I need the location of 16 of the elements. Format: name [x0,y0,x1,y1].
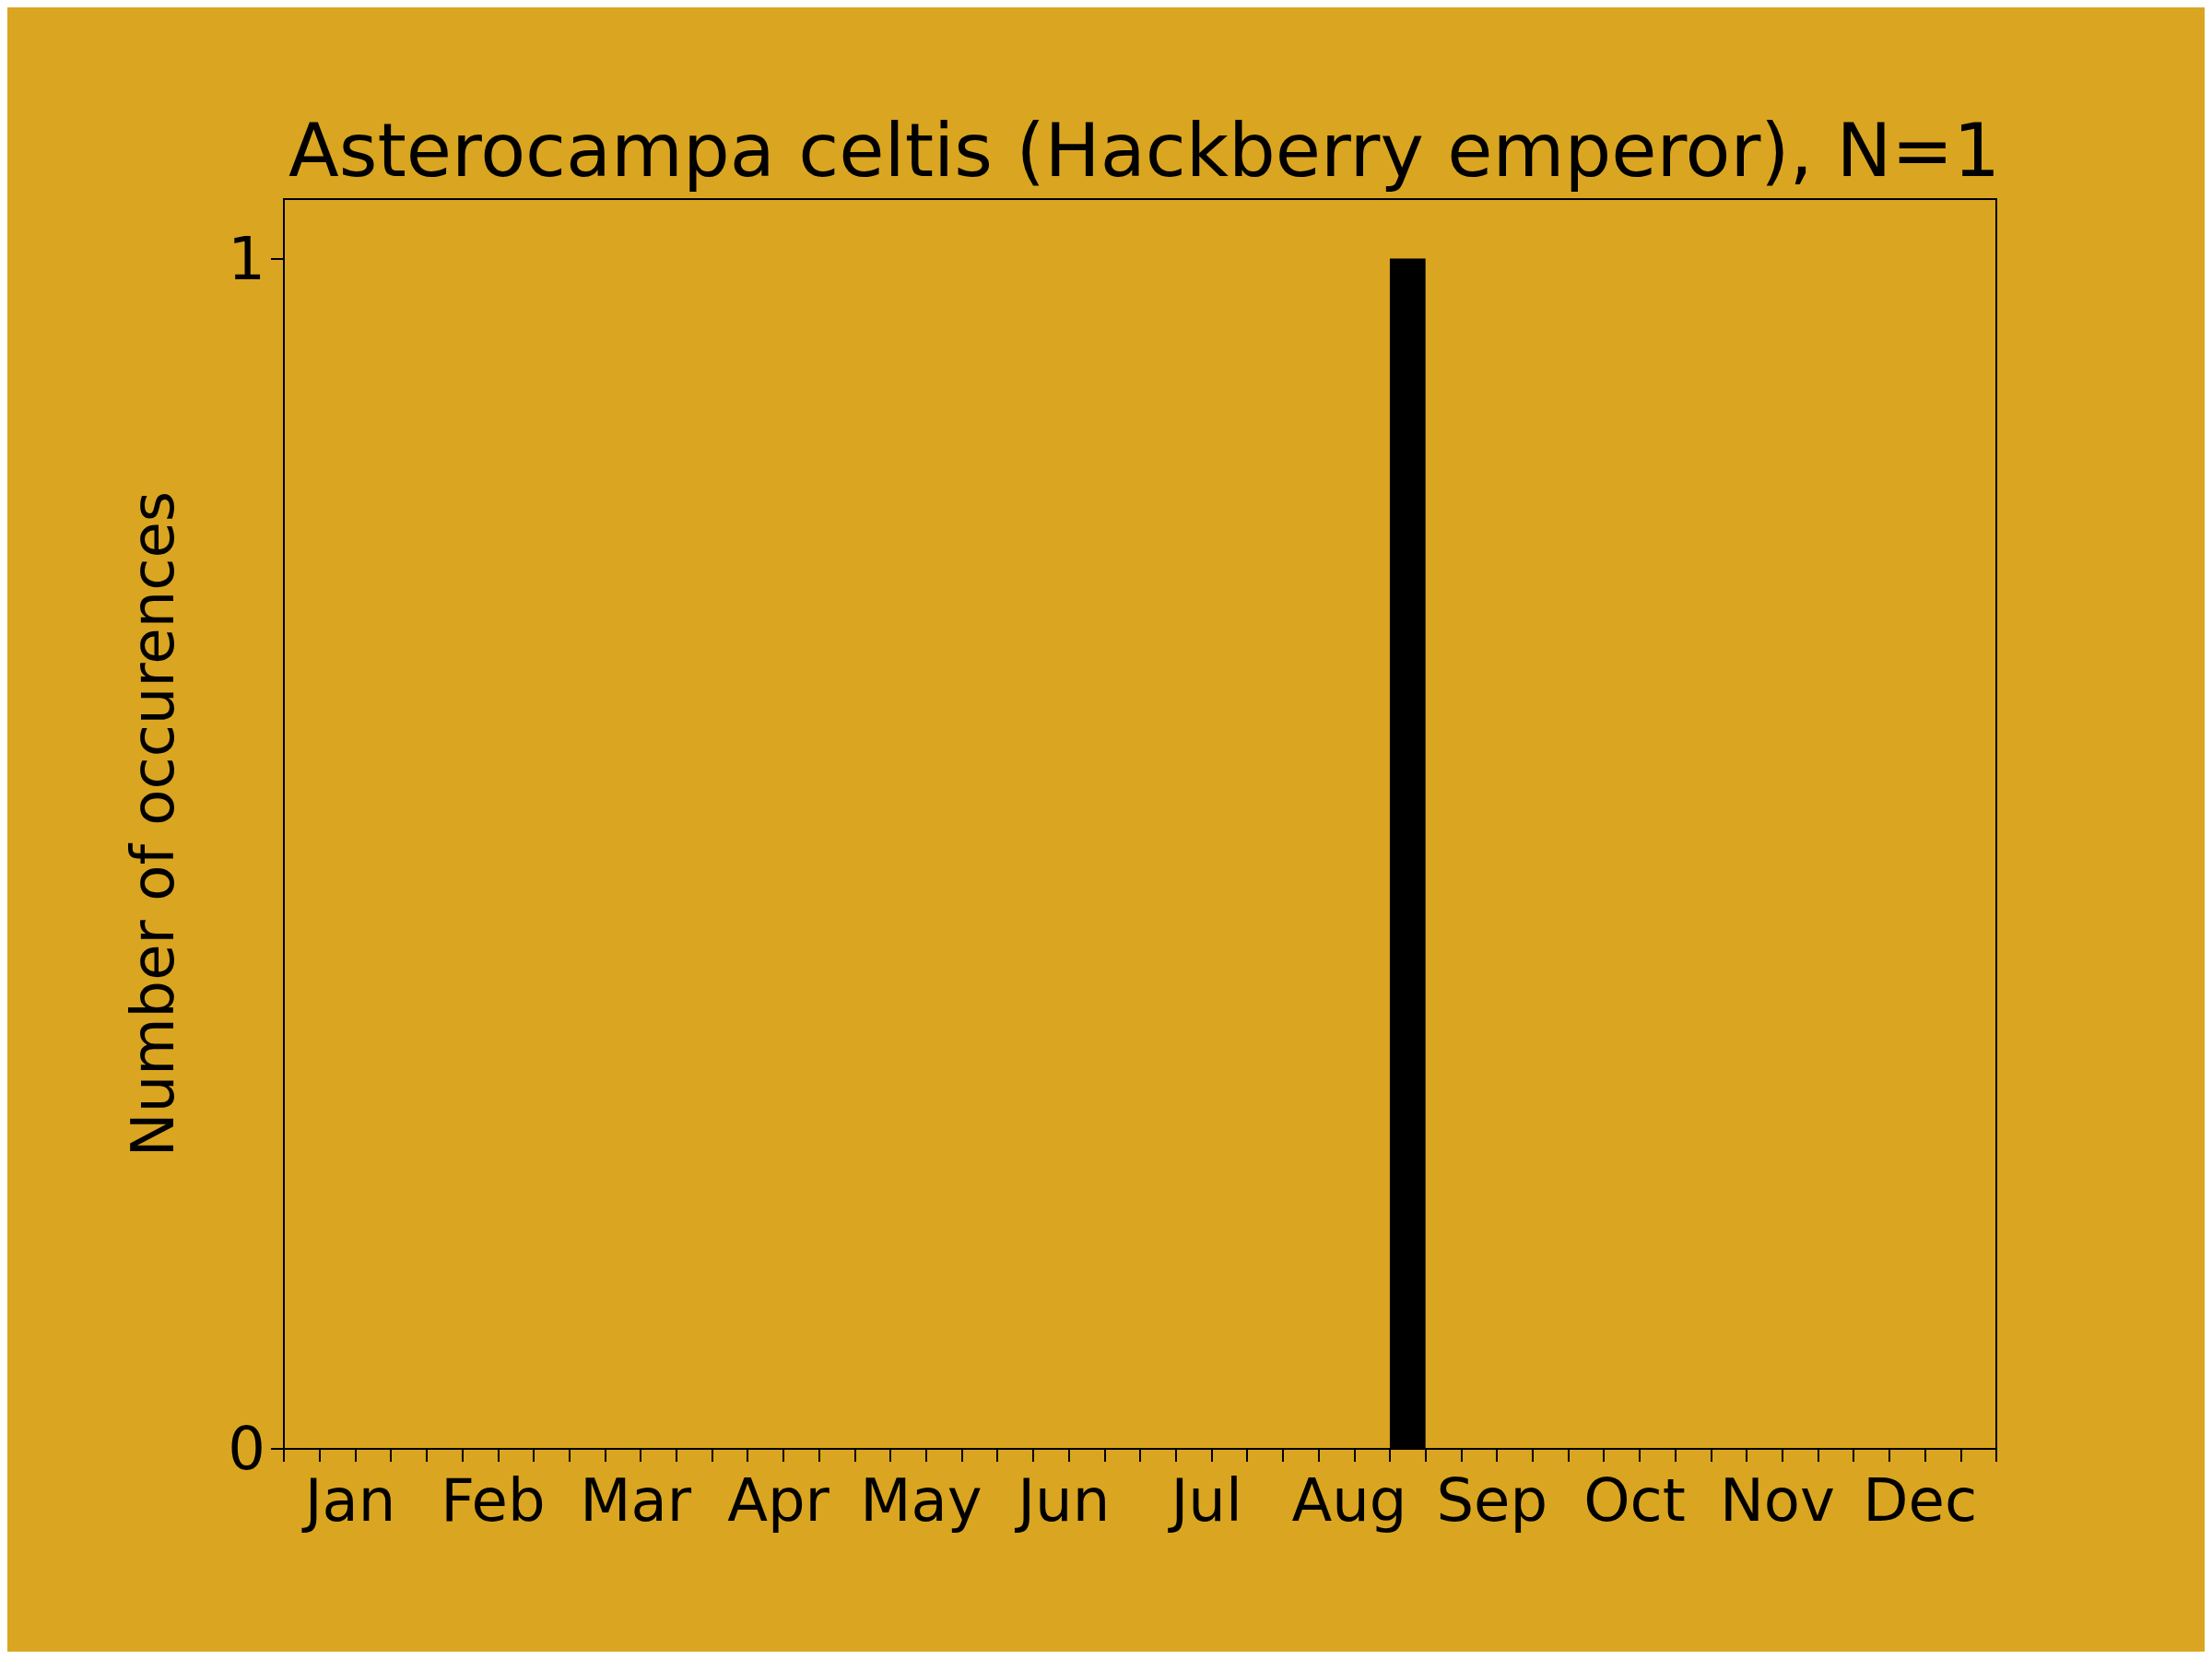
y-tick-label: 0 [228,1415,265,1483]
x-tick-label: Mar [580,1466,692,1535]
x-tick-label: Dec [1863,1466,1978,1535]
x-tick-label: Sep [1436,1466,1548,1535]
x-tick-label: Jun [1014,1466,1111,1535]
x-tick-label: Apr [727,1466,830,1535]
x-tick-label: Aug [1291,1466,1407,1535]
chart-title: Asterocampa celtis (Hackberry emperor), N=1 [288,107,2001,194]
x-tick-label: Jan [300,1466,396,1535]
y-axis-title: Number of occurences [119,490,187,1158]
x-tick-label: Jul [1167,1466,1242,1535]
x-tick-label: Oct [1583,1466,1686,1535]
x-tick-label: Nov [1719,1466,1835,1535]
x-tick-label: May [860,1466,982,1535]
x-tick-label: Feb [441,1466,546,1535]
y-tick-label: 1 [228,224,265,293]
